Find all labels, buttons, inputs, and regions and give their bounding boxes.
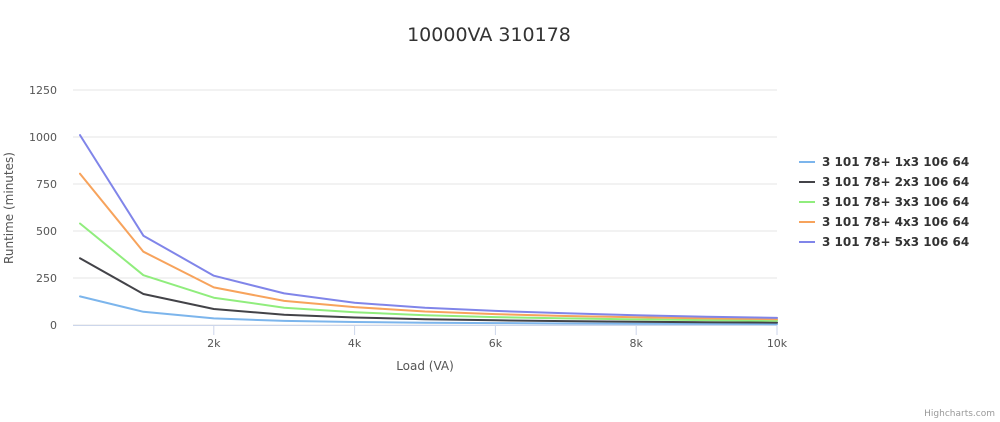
x-axis-title: Load (VA) (396, 359, 454, 373)
y-tick-label: 1250 (29, 84, 57, 97)
y-tick-label: 750 (36, 178, 57, 191)
axes: 0 250 500 750 1000 1250 2k 4k 6k 8k 10k (29, 84, 788, 350)
chart-title: 10000VA 310178 (407, 24, 571, 46)
legend-label: 3 101 78+ 1x3 106 64 (822, 155, 969, 169)
series-line-5[interactable] (79, 134, 778, 319)
x-tick-label: 8k (630, 337, 644, 350)
y-tick-label: 500 (36, 225, 57, 238)
y-tick-label: 0 (50, 319, 57, 332)
legend-item-2[interactable]: 3 101 78+ 2x3 106 64 (799, 175, 969, 189)
series-group (79, 134, 778, 326)
legend-item-4[interactable]: 3 101 78+ 4x3 106 64 (799, 215, 969, 229)
legend-label: 3 101 78+ 2x3 106 64 (822, 175, 969, 189)
legend-label: 3 101 78+ 5x3 106 64 (822, 235, 969, 249)
legend-item-3[interactable]: 3 101 78+ 3x3 106 64 (799, 195, 969, 209)
series-line-4[interactable] (79, 172, 778, 321)
y-axis-title: Runtime (minutes) (2, 152, 16, 264)
legend-label: 3 101 78+ 3x3 106 64 (822, 195, 969, 209)
x-tick-label: 6k (489, 337, 503, 350)
legend-label: 3 101 78+ 4x3 106 64 (822, 215, 969, 229)
series-line-1[interactable] (79, 295, 778, 326)
legend[interactable]: 3 101 78+ 1x3 106 64 3 101 78+ 2x3 106 64… (799, 155, 969, 249)
x-tick-label: 2k (207, 337, 221, 350)
grid (73, 89, 777, 326)
credits-link[interactable]: Highcharts.com (924, 409, 995, 419)
x-tick-label: 4k (348, 337, 362, 350)
legend-item-5[interactable]: 3 101 78+ 5x3 106 64 (799, 235, 969, 249)
y-tick-label: 1000 (29, 131, 57, 144)
y-tick-label: 250 (36, 272, 57, 285)
series-line-3[interactable] (79, 222, 778, 322)
x-tick-label: 10k (767, 337, 788, 350)
legend-item-1[interactable]: 3 101 78+ 1x3 106 64 (799, 155, 969, 169)
series-line-2[interactable] (79, 257, 778, 324)
